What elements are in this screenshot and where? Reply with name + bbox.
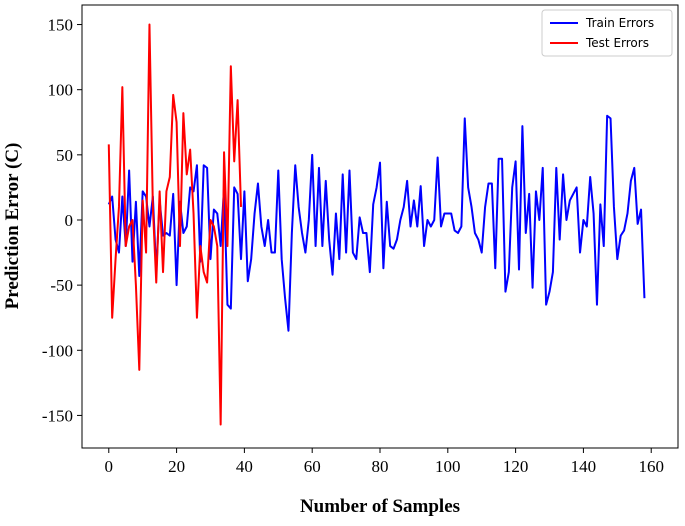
y-axis-label: Prediction Error (C) bbox=[2, 143, 23, 310]
x-tick-label: 120 bbox=[503, 457, 529, 476]
series-line bbox=[107, 23, 243, 426]
y-tick-label: 50 bbox=[56, 146, 73, 165]
y-tick-label: -100 bbox=[42, 341, 73, 360]
y-tick-label: 100 bbox=[48, 81, 74, 100]
series-line bbox=[107, 114, 646, 332]
y-tick-label: -50 bbox=[50, 276, 73, 295]
x-tick-label: 80 bbox=[372, 457, 389, 476]
x-tick-label: 20 bbox=[168, 457, 185, 476]
y-tick-label: 0 bbox=[65, 211, 74, 230]
legend-label: Test Errors bbox=[585, 36, 649, 50]
x-tick-label: 100 bbox=[435, 457, 461, 476]
x-tick-label: 140 bbox=[571, 457, 597, 476]
x-tick-label: 0 bbox=[105, 457, 114, 476]
x-tick-label: 160 bbox=[638, 457, 664, 476]
y-tick-label: 150 bbox=[48, 16, 74, 35]
legend-box bbox=[541, 9, 673, 57]
x-axis-label: Number of Samples bbox=[300, 496, 460, 517]
x-tick-label: 40 bbox=[236, 457, 253, 476]
y-tick-label: -150 bbox=[42, 406, 73, 425]
legend-label: Train Errors bbox=[585, 16, 654, 30]
x-tick-label: 60 bbox=[304, 457, 321, 476]
